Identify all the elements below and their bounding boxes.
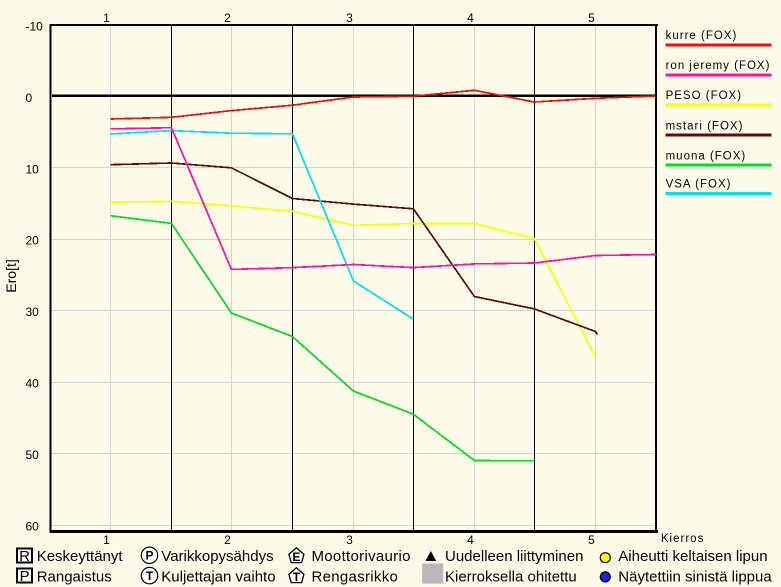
svg-text:Varikkopysähdys: Varikkopysähdys — [161, 548, 273, 565]
svg-text:Rengasrikko: Rengasrikko — [312, 568, 399, 585]
svg-text:P: P — [145, 549, 153, 563]
svg-text:40: 40 — [26, 377, 40, 391]
svg-text:50: 50 — [26, 448, 40, 462]
svg-text:-10: -10 — [26, 20, 44, 34]
svg-text:muona (FOX): muona (FOX) — [666, 150, 747, 162]
svg-text:1: 1 — [103, 11, 110, 25]
svg-text:4: 4 — [467, 11, 474, 25]
svg-text:5: 5 — [588, 11, 595, 25]
svg-text:Kierros: Kierros — [661, 533, 704, 545]
svg-text:3: 3 — [346, 533, 353, 547]
svg-text:E: E — [292, 550, 300, 564]
svg-text:20: 20 — [26, 234, 40, 248]
svg-text:60: 60 — [26, 520, 40, 534]
svg-text:4: 4 — [467, 533, 474, 547]
svg-text:mstari (FOX): mstari (FOX) — [666, 120, 744, 132]
svg-text:0: 0 — [26, 91, 33, 105]
svg-text:10: 10 — [26, 162, 40, 176]
svg-text:Moottorivaurio: Moottorivaurio — [312, 548, 411, 565]
svg-text:Kuljettajan vaihto: Kuljettajan vaihto — [161, 568, 275, 585]
svg-text:Aiheutti keltaisen lipun: Aiheutti keltaisen lipun — [618, 548, 767, 565]
svg-text:T: T — [146, 569, 154, 583]
svg-text:5: 5 — [588, 533, 595, 547]
svg-text:Uudelleen liittyminen: Uudelleen liittyminen — [445, 548, 583, 565]
svg-text:kurre (FOX): kurre (FOX) — [666, 30, 738, 42]
svg-text:P: P — [20, 568, 30, 585]
svg-text:Kierroksella ohitettu: Kierroksella ohitettu — [445, 568, 577, 585]
svg-text:30: 30 — [26, 305, 40, 319]
svg-text:Näytettiin sinistä lippua: Näytettiin sinistä lippua — [618, 568, 772, 585]
svg-text:1: 1 — [103, 533, 110, 547]
svg-text:ron jeremy (FOX): ron jeremy (FOX) — [666, 60, 771, 72]
svg-text:VSA (FOX): VSA (FOX) — [666, 179, 732, 191]
svg-text:T: T — [293, 570, 301, 584]
svg-text:Keskeyttänyt: Keskeyttänyt — [37, 548, 124, 565]
svg-text:Ero[t]: Ero[t] — [3, 259, 19, 292]
svg-text:2: 2 — [224, 533, 231, 547]
svg-text:2: 2 — [224, 11, 231, 25]
svg-text:R: R — [19, 548, 30, 565]
svg-text:3: 3 — [346, 11, 353, 25]
svg-text:PESO (FOX): PESO (FOX) — [666, 90, 742, 102]
svg-text:Rangaistus: Rangaistus — [37, 568, 112, 585]
